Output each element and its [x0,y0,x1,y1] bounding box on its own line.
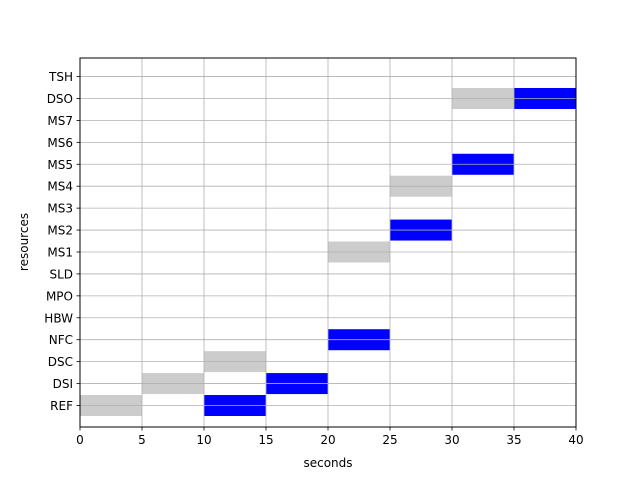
task-bars [80,87,576,416]
x-tick-label: 25 [382,433,397,447]
y-tick-label-dso: DSO [47,92,73,106]
y-tick-label-nfc: NFC [49,333,73,347]
x-tick-label: 30 [444,433,459,447]
y-tick-label-sld: SLD [49,267,73,281]
y-tick-label-ms1: MS1 [47,245,73,259]
y-tick-label-dsc: DSC [48,355,73,369]
x-axis-label: seconds [303,456,352,470]
x-axis-ticks: 0 5 10 15 20 25 30 35 40 [76,427,584,447]
x-tick-label: 20 [320,433,335,447]
y-tick-label-ms7: MS7 [47,114,73,128]
x-tick-label: 0 [76,433,84,447]
y-tick-label-tsh: TSH [48,70,73,84]
y-tick-label-ms6: MS6 [47,136,73,150]
y-tick-label-hbw: HBW [44,311,73,325]
y-tick-label-mpo: MPO [46,289,73,303]
x-tick-label: 40 [568,433,583,447]
y-tick-label-ms2: MS2 [47,224,73,238]
y-tick-label-ms4: MS4 [47,180,73,194]
x-tick-label: 35 [506,433,521,447]
y-tick-label-ms3: MS3 [47,202,73,216]
x-tick-label: 10 [196,433,211,447]
y-axis-label: resources [17,213,31,271]
x-tick-label: 15 [258,433,273,447]
y-tick-label-ms5: MS5 [47,158,73,172]
y-tick-label-dsi: DSI [53,377,73,391]
grid-lines [79,58,577,427]
y-tick-label-ref: REF [50,399,73,413]
y-axis-ticks: REF DSI DSC NFC HBW MPO SLD MS1 MS2 MS3 MS4 MS5 MS6 M… [44,70,80,413]
x-tick-label: 5 [138,433,146,447]
